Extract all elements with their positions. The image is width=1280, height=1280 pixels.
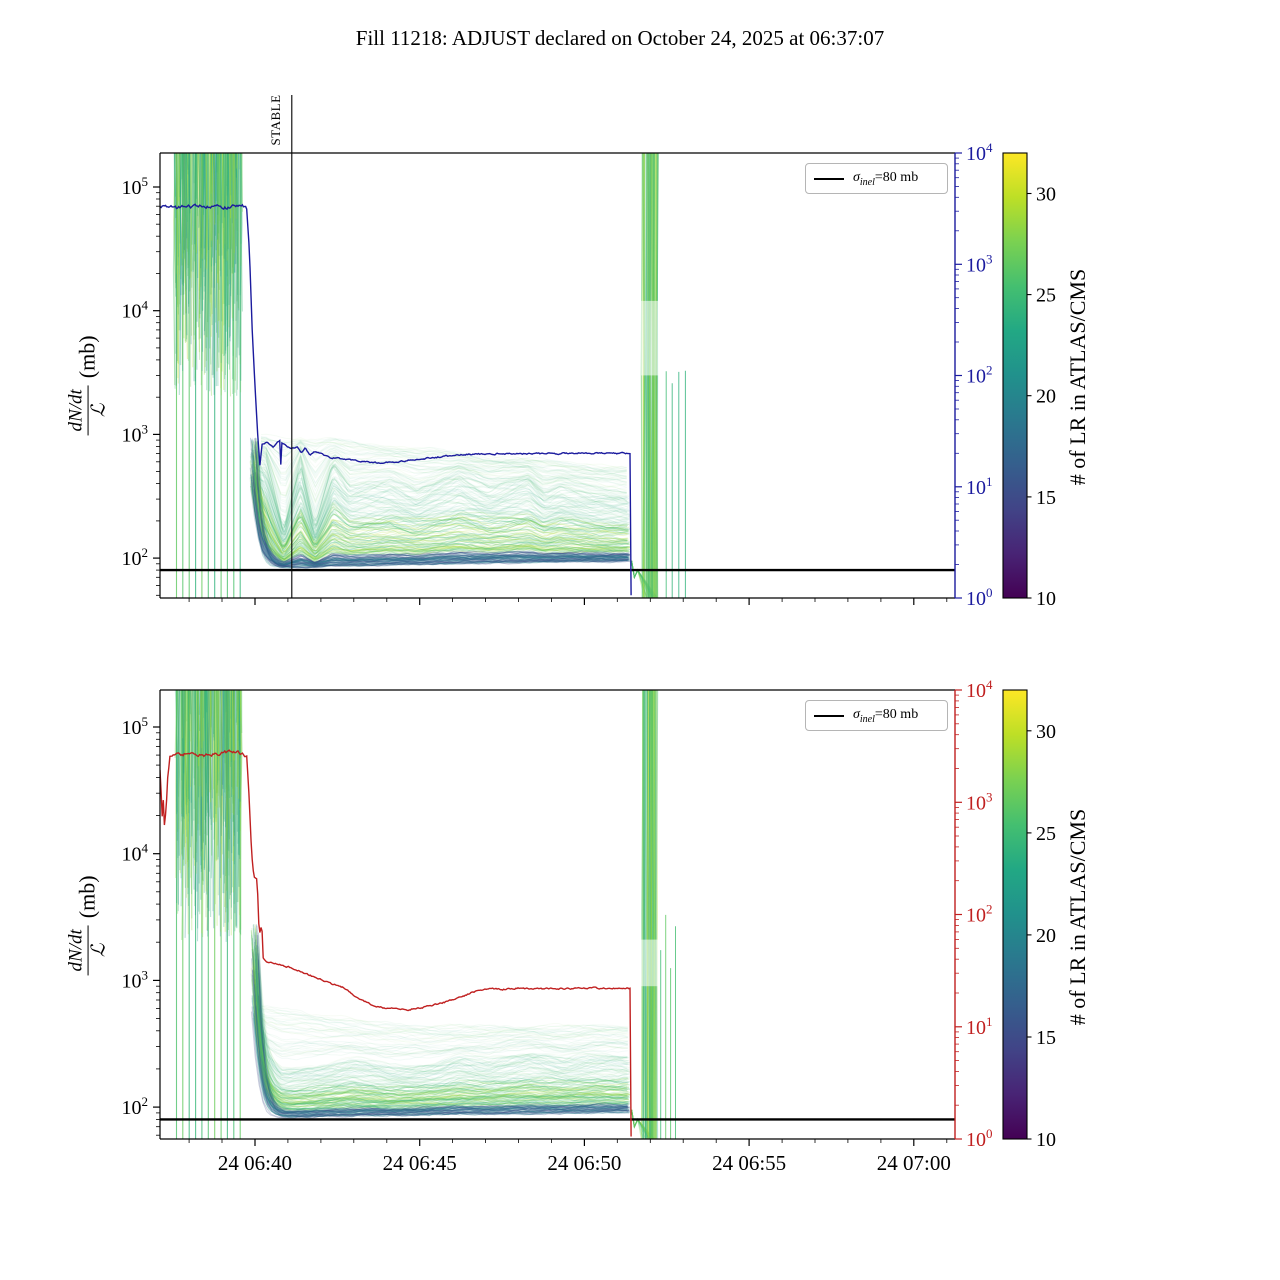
colorbar-tick-label: 20 bbox=[1036, 386, 1056, 408]
svg-text:105: 105 bbox=[122, 174, 149, 199]
x-tick-label: 24 06:45 bbox=[383, 1151, 457, 1175]
figure-title: Fill 11218: ADJUST declared on October 2… bbox=[355, 26, 885, 50]
plot-data-area bbox=[160, 153, 955, 598]
colorbar-tick-label: 25 bbox=[1036, 823, 1056, 845]
svg-text:105: 105 bbox=[122, 714, 149, 739]
sigma-symbol: σ bbox=[853, 706, 860, 722]
pre-adjust-burst bbox=[174, 690, 243, 1139]
svg-text:102: 102 bbox=[966, 363, 993, 388]
right-axis: 104 103 102 101 100 bbox=[955, 140, 993, 610]
svg-text:103: 103 bbox=[966, 251, 993, 276]
pre-adjust-burst bbox=[172, 153, 244, 598]
legend-line-sample bbox=[814, 714, 844, 717]
legend-top: σinel=80 mb bbox=[805, 163, 948, 194]
cms-main-line bbox=[160, 749, 632, 1137]
ylabel-denominator: ℒ bbox=[88, 403, 110, 418]
ylabel-fraction: dN/dt ℒ bbox=[66, 385, 110, 436]
colorbar-tick-label: 15 bbox=[1036, 1027, 1056, 1049]
right-axis: 104 103 102 101 100 bbox=[955, 677, 993, 1151]
ylabel-fraction: dN/dt ℒ bbox=[66, 925, 110, 976]
atlas-subplot: 105 104 103 102 104 103 102 101 100 10 15 20 25 30 bbox=[122, 95, 1056, 610]
ylabel-denominator: ℒ bbox=[88, 943, 110, 958]
y-axis-label-top: dN/dt ℒ (mb) bbox=[66, 265, 110, 505]
colorbar: 10 15 20 25 30 bbox=[1002, 152, 1056, 610]
svg-text:101: 101 bbox=[966, 1014, 993, 1039]
ylabel-numerator: dN/dt bbox=[66, 385, 89, 436]
svg-text:102: 102 bbox=[122, 545, 149, 570]
sigma-subscript: inel bbox=[859, 713, 875, 725]
left-axis: 105 104 103 102 bbox=[122, 714, 160, 1136]
ylabel-unit: (mb) bbox=[75, 875, 100, 919]
lr-band bbox=[250, 924, 631, 1120]
colorbar-label-top: # of LR in ATLAS/CMS bbox=[1065, 268, 1090, 486]
svg-text:100: 100 bbox=[966, 1126, 993, 1151]
ylabel-numerator: dN/dt bbox=[66, 925, 89, 976]
colorbar-label-bottom: # of LR in ATLAS/CMS bbox=[1065, 808, 1090, 1026]
legend-label: σinel=80 mb bbox=[853, 707, 918, 725]
svg-text:100: 100 bbox=[966, 585, 993, 610]
svg-text:102: 102 bbox=[966, 902, 993, 927]
left-axis: 105 104 103 102 bbox=[122, 174, 160, 596]
end-burst bbox=[631, 153, 686, 598]
lr-band bbox=[249, 433, 631, 570]
atlas-main-line bbox=[160, 203, 632, 596]
svg-text:104: 104 bbox=[122, 298, 149, 323]
svg-text:102: 102 bbox=[122, 1094, 149, 1119]
stable-annotation: STABLE bbox=[268, 94, 283, 146]
legend-bottom: σinel=80 mb bbox=[805, 700, 948, 731]
colorbar: 10 15 20 25 30 bbox=[1002, 689, 1056, 1151]
svg-text:103: 103 bbox=[122, 967, 149, 992]
colorbar-tick-label: 10 bbox=[1036, 588, 1056, 610]
sigma-value: =80 mb bbox=[874, 706, 919, 722]
x-tick-label: 24 06:50 bbox=[547, 1151, 621, 1175]
svg-text:104: 104 bbox=[122, 841, 149, 866]
x-tick-label: 24 07:00 bbox=[877, 1151, 951, 1175]
colorbar-tick-label: 20 bbox=[1036, 925, 1056, 947]
plot-data-area bbox=[160, 690, 955, 1139]
x-axis bbox=[188, 598, 948, 605]
end-burst bbox=[631, 690, 676, 1139]
colorbar-tick-label: 15 bbox=[1036, 487, 1056, 509]
svg-text:103: 103 bbox=[122, 421, 149, 446]
legend-label: σinel=80 mb bbox=[853, 170, 918, 188]
colorbar-tick-label: 10 bbox=[1036, 1129, 1056, 1151]
x-axis: 24 06:40 24 06:45 24 06:50 24 06:55 24 07:00 bbox=[188, 1139, 951, 1175]
svg-text:101: 101 bbox=[966, 474, 993, 499]
svg-text:104: 104 bbox=[966, 677, 993, 702]
colorbar-tick-label: 30 bbox=[1036, 721, 1056, 743]
x-tick-label: 24 06:40 bbox=[218, 1151, 292, 1175]
y-axis-label-bottom: dN/dt ℒ (mb) bbox=[66, 805, 110, 1045]
sigma-symbol: σ bbox=[853, 169, 860, 185]
colorbar-tick-label: 30 bbox=[1036, 183, 1056, 205]
svg-text:103: 103 bbox=[966, 789, 993, 814]
svg-text:104: 104 bbox=[966, 140, 993, 165]
legend-line-sample bbox=[814, 177, 844, 180]
ylabel-unit: (mb) bbox=[75, 335, 100, 379]
sigma-value: =80 mb bbox=[874, 169, 919, 185]
colorbar-tick-label: 25 bbox=[1036, 285, 1056, 307]
sigma-subscript: inel bbox=[859, 176, 875, 188]
x-tick-label: 24 06:55 bbox=[712, 1151, 786, 1175]
